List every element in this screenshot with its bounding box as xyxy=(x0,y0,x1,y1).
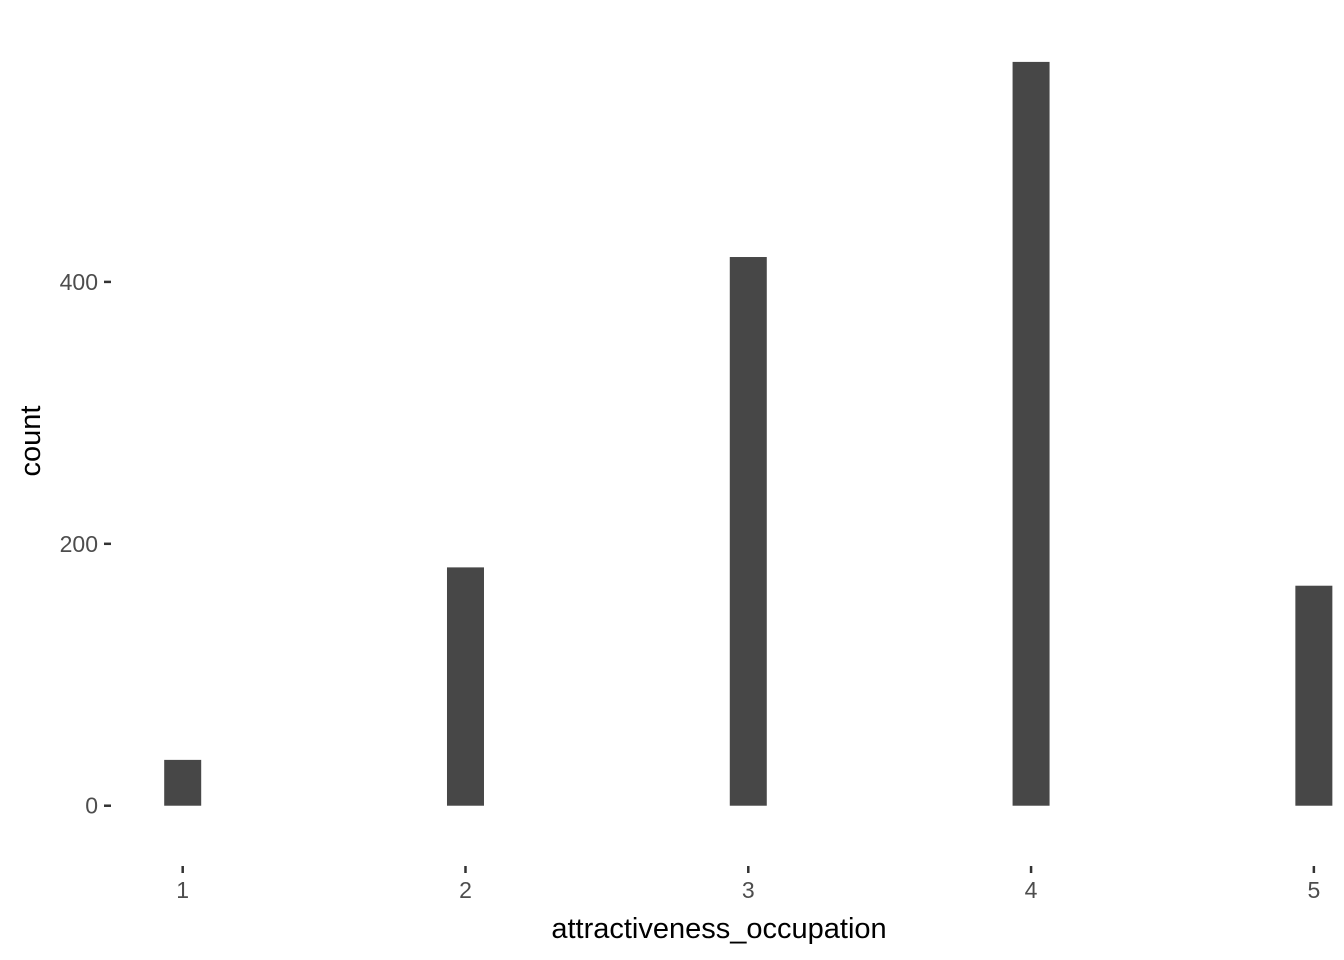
y-axis-title: count xyxy=(15,406,47,477)
bar-4 xyxy=(1012,61,1050,806)
x-tick-label: 2 xyxy=(459,877,472,903)
y-tick-label: 400 xyxy=(60,269,98,295)
bar-2 xyxy=(446,567,484,806)
x-tick-label: 3 xyxy=(742,877,755,903)
bar-1 xyxy=(164,759,202,806)
bar-5 xyxy=(1295,585,1333,806)
bars xyxy=(164,61,1333,806)
bar-3 xyxy=(729,257,767,806)
x-axis-title: attractiveness_occupation xyxy=(551,913,886,945)
x-tick-label: 4 xyxy=(1025,877,1038,903)
x-axis: 1 2 3 4 5 xyxy=(176,866,1320,903)
x-tick-label: 5 xyxy=(1307,877,1320,903)
x-tick-label: 1 xyxy=(176,877,189,903)
y-axis: 0 200 400 xyxy=(60,269,111,819)
y-tick-label: 0 xyxy=(85,793,98,819)
y-tick-label: 200 xyxy=(60,531,98,557)
